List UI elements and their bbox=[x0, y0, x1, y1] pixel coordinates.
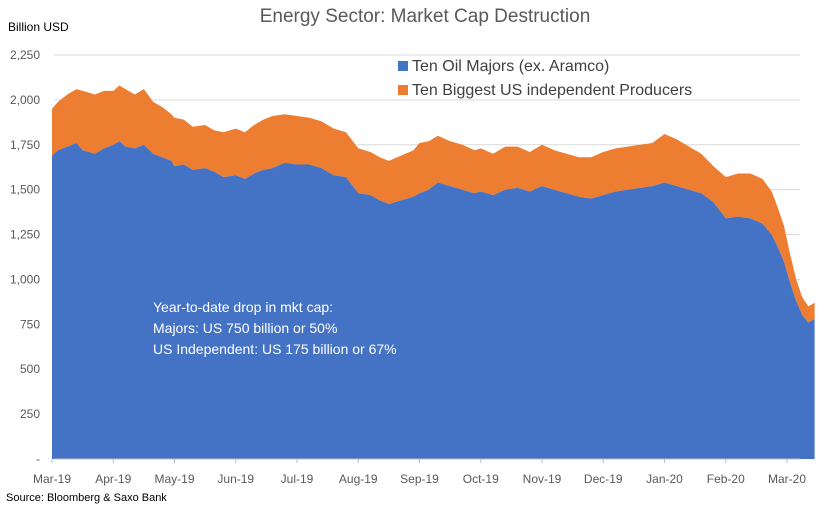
y-axis-label: Billion USD bbox=[8, 20, 69, 34]
area-series-independents bbox=[52, 85, 815, 323]
x-tick-label: Jun-19 bbox=[217, 472, 254, 486]
x-tick-label: May-19 bbox=[154, 472, 194, 486]
legend-label-majors: Ten Oil Majors (ex. Aramco) bbox=[412, 58, 609, 75]
y-tick-label: - bbox=[36, 452, 40, 466]
x-tick-label: Apr-19 bbox=[95, 472, 131, 486]
y-axis-ticks: - 250 500 750 1,000 1,250 1,500 1,750 2,000 2,250 bbox=[10, 48, 40, 466]
legend-swatch-independents bbox=[398, 85, 408, 95]
x-tick-label: Dec-19 bbox=[584, 472, 623, 486]
x-tick-label: Oct-19 bbox=[463, 472, 499, 486]
x-tick-label: Aug-19 bbox=[339, 472, 378, 486]
source-note: Source: Bloomberg & Saxo Bank bbox=[6, 492, 167, 504]
y-tick-label: 2,250 bbox=[10, 48, 40, 62]
y-tick-label: 2,000 bbox=[10, 93, 40, 107]
x-tick-label: Jul-19 bbox=[281, 472, 314, 486]
y-tick-label: 500 bbox=[20, 362, 40, 376]
y-tick-label: 250 bbox=[20, 407, 40, 421]
annotation-line-2: Majors: US 750 billion or 50% bbox=[153, 320, 337, 336]
legend-swatch-majors bbox=[398, 61, 408, 71]
chart-title: Energy Sector: Market Cap Destruction bbox=[260, 6, 591, 27]
stacked-areas bbox=[52, 85, 815, 459]
y-tick-label: 1,000 bbox=[10, 272, 40, 286]
x-tick-label: Mar-20 bbox=[768, 472, 806, 486]
legend-label-independents: Ten Biggest US independent Producers bbox=[412, 82, 692, 99]
annotation: Year-to-date drop in mkt cap: Majors: US… bbox=[153, 299, 397, 357]
area-series-majors bbox=[52, 141, 815, 459]
x-axis-ticks: Mar-19 Apr-19 May-19 Jun-19 Jul-19 Aug-19 Sep-… bbox=[33, 459, 806, 486]
legend: Ten Oil Majors (ex. Aramco) Ten Biggest … bbox=[398, 58, 692, 99]
annotation-line-3: US Independent: US 175 billion or 67% bbox=[153, 341, 397, 357]
annotation-line-1: Year-to-date drop in mkt cap: bbox=[153, 299, 333, 315]
y-tick-label: 750 bbox=[20, 317, 40, 331]
y-tick-label: 1,250 bbox=[10, 228, 40, 242]
y-tick-label: 1,750 bbox=[10, 138, 40, 152]
x-tick-label: Mar-19 bbox=[33, 472, 71, 486]
x-tick-label: Sep-19 bbox=[400, 472, 439, 486]
x-tick-label: Nov-19 bbox=[523, 472, 562, 486]
y-tick-label: 1,500 bbox=[10, 183, 40, 197]
x-tick-label: Feb-20 bbox=[707, 472, 745, 486]
x-tick-label: Jan-20 bbox=[646, 472, 683, 486]
